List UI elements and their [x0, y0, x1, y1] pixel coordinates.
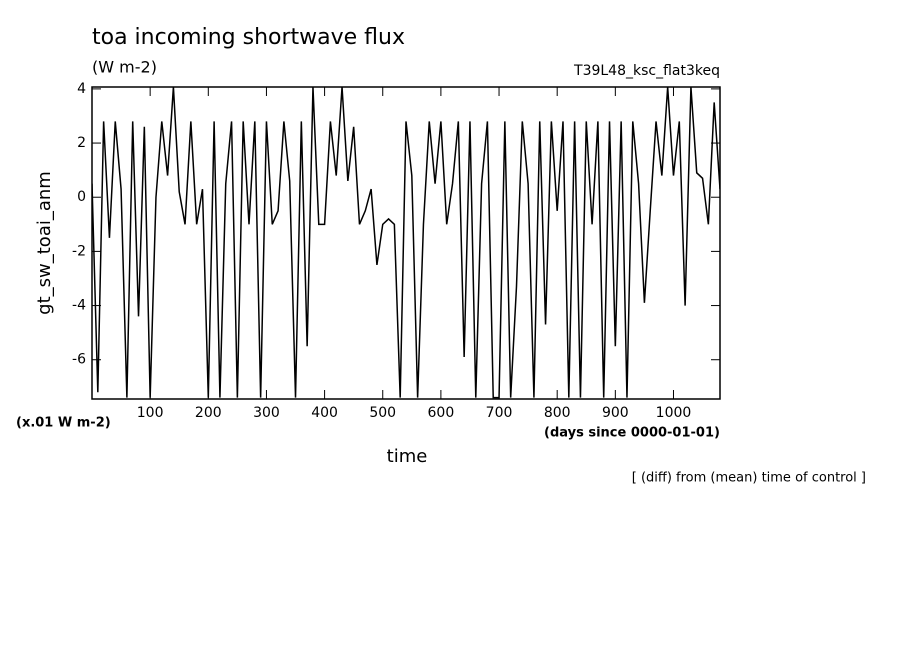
- x-tick-label: 400: [311, 405, 338, 421]
- y-unit: (x.01 W m-2): [16, 416, 111, 431]
- x-tick-label: 300: [253, 405, 280, 421]
- y-tick-label: 2: [77, 135, 86, 151]
- x-tick-label: 500: [369, 405, 396, 421]
- y-axis-label: gt_sw_toai_anm: [34, 171, 55, 315]
- x-tick-label: 600: [428, 405, 455, 421]
- x-tick-label: 900: [602, 405, 629, 421]
- chart-title: toa incoming shortwave flux: [92, 25, 405, 50]
- x-tick-label: 100: [137, 405, 164, 421]
- x-tick-label: 800: [544, 405, 571, 421]
- chart-subtitle: (W m-2): [92, 58, 157, 77]
- x-tick-label: 1000: [656, 405, 692, 421]
- y-tick-label: -6: [72, 352, 86, 368]
- y-tick-label: -4: [72, 298, 86, 314]
- run-label: T39L48_ksc_flat3keq: [573, 63, 720, 79]
- footnote: [ (diff) from (mean) time of control ]: [632, 471, 866, 486]
- y-tick-label: 0: [77, 189, 86, 205]
- x-tick-label: 700: [486, 405, 513, 421]
- x-tick-label: 200: [195, 405, 222, 421]
- y-tick-label: -2: [72, 243, 86, 259]
- x-unit: (days since 0000-01-01): [544, 426, 720, 441]
- plot-frame: [91, 86, 721, 400]
- plot-area: [92, 87, 720, 399]
- data-line: [92, 87, 720, 399]
- y-tick-label: 4: [77, 81, 86, 97]
- x-axis-label: time: [387, 446, 428, 467]
